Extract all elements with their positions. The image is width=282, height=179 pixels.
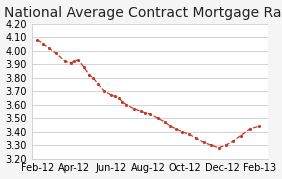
Title: National Average Contract Mortgage Rate: National Average Contract Mortgage Rate	[5, 6, 282, 20]
